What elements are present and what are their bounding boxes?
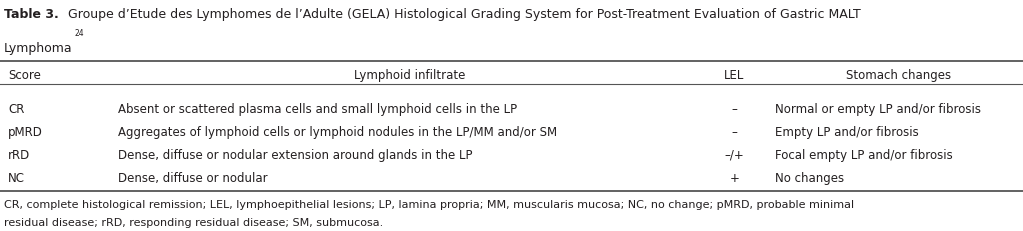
Text: CR: CR: [8, 103, 25, 116]
Text: NC: NC: [8, 172, 26, 185]
Text: Dense, diffuse or nodular extension around glands in the LP: Dense, diffuse or nodular extension arou…: [118, 149, 473, 162]
Text: Dense, diffuse or nodular: Dense, diffuse or nodular: [118, 172, 267, 185]
Text: LEL: LEL: [724, 69, 745, 82]
Text: Table 3.: Table 3.: [4, 8, 59, 21]
Text: Stomach changes: Stomach changes: [846, 69, 950, 82]
Text: +: +: [729, 172, 740, 185]
Text: Lymphoma: Lymphoma: [4, 42, 73, 55]
Text: Absent or scattered plasma cells and small lymphoid cells in the LP: Absent or scattered plasma cells and sma…: [118, 103, 517, 116]
Text: Score: Score: [8, 69, 41, 82]
Text: –: –: [731, 126, 738, 139]
Text: Lymphoid infiltrate: Lymphoid infiltrate: [354, 69, 464, 82]
Text: Aggregates of lymphoid cells or lymphoid nodules in the LP/MM and/or SM: Aggregates of lymphoid cells or lymphoid…: [118, 126, 557, 139]
Text: –: –: [731, 103, 738, 116]
Text: Focal empty LP and/or fibrosis: Focal empty LP and/or fibrosis: [775, 149, 953, 162]
Text: residual disease; rRD, responding residual disease; SM, submucosa.: residual disease; rRD, responding residu…: [4, 218, 384, 228]
Text: –/+: –/+: [724, 149, 745, 162]
Text: rRD: rRD: [8, 149, 31, 162]
Text: Empty LP and/or fibrosis: Empty LP and/or fibrosis: [775, 126, 920, 139]
Text: CR, complete histological remission; LEL, lymphoepithelial lesions; LP, lamina p: CR, complete histological remission; LEL…: [4, 200, 854, 210]
Text: Groupe d’Etude des Lymphomes de l’Adulte (GELA) Histological Grading System for : Groupe d’Etude des Lymphomes de l’Adulte…: [64, 8, 861, 21]
Text: No changes: No changes: [775, 172, 845, 185]
Text: 24: 24: [75, 29, 84, 38]
Text: Normal or empty LP and/or fibrosis: Normal or empty LP and/or fibrosis: [775, 103, 981, 116]
Text: pMRD: pMRD: [8, 126, 43, 139]
